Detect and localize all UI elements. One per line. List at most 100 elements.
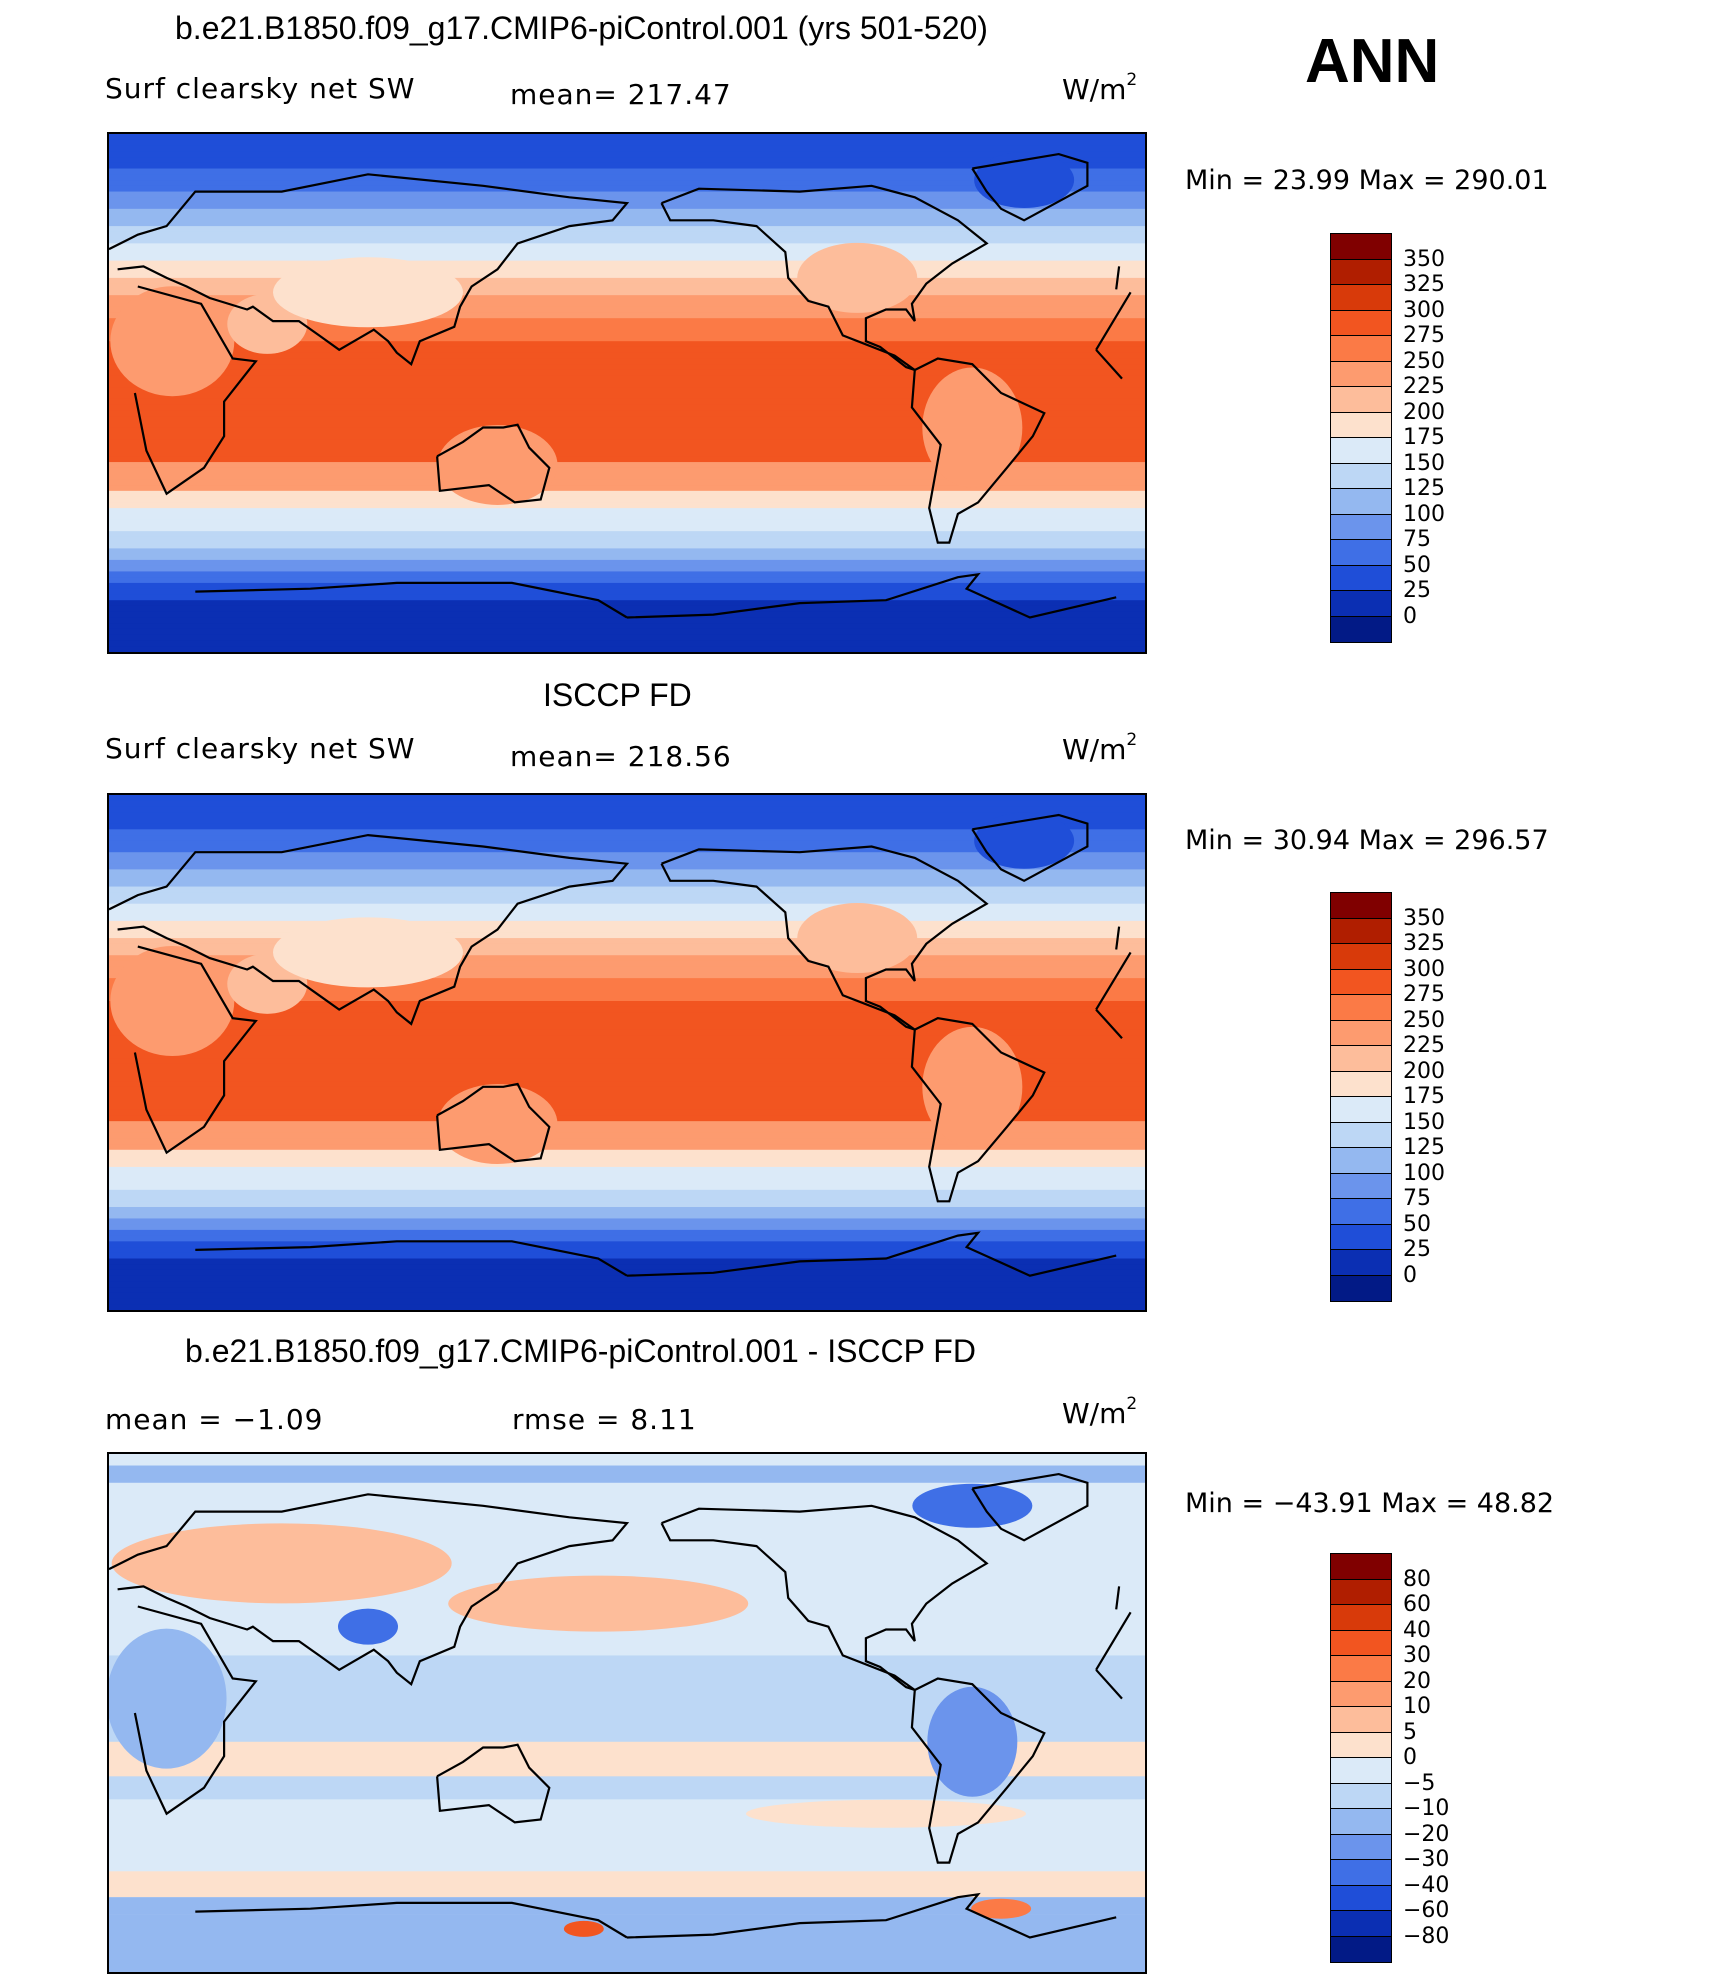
field-band <box>109 1258 1145 1265</box>
field-band <box>109 168 1145 175</box>
field-band <box>109 462 1145 469</box>
coastline <box>133 945 1132 1155</box>
colorbar-swatch <box>1331 336 1391 362</box>
field-band <box>109 1018 1145 1025</box>
field-band <box>109 404 1145 411</box>
field-band <box>109 249 1145 256</box>
coastline <box>109 173 1121 367</box>
coastline <box>660 1504 989 1692</box>
colorbar-swatch <box>1331 285 1391 311</box>
field-band <box>109 323 1145 331</box>
coastline <box>436 1743 551 1824</box>
field-band <box>109 542 1145 549</box>
field-band <box>109 972 1145 979</box>
panel1-map <box>107 132 1147 654</box>
field-band <box>109 829 1145 836</box>
field-band <box>109 915 1145 922</box>
field-band <box>109 892 1145 899</box>
field-band <box>109 611 1145 619</box>
coastline <box>660 184 989 372</box>
field-band <box>109 1195 1145 1202</box>
colorbar-tick-label: 25 <box>1403 578 1431 603</box>
field-band <box>109 1897 1145 1915</box>
colorbar-swatch <box>1331 1173 1391 1199</box>
field-patch <box>448 1575 749 1632</box>
field-band <box>109 605 1145 613</box>
field-band <box>109 1189 1145 1197</box>
field-band <box>109 628 1145 636</box>
panel3-colorbar <box>1330 1553 1392 1963</box>
field-band <box>109 920 1145 928</box>
field-patch <box>974 812 1075 869</box>
colorbar-tick-label: −10 <box>1403 1796 1450 1821</box>
coastline <box>195 1231 1117 1277</box>
colorbar-swatch <box>1331 234 1391 260</box>
colorbar-tick-label: 50 <box>1403 1211 1431 1237</box>
field-band <box>109 1207 1145 1214</box>
field-patch <box>927 1686 1018 1797</box>
field-band <box>109 335 1145 342</box>
coastline <box>971 1472 1089 1542</box>
panel2-variable-label: Surf clearsky net SW <box>105 732 416 765</box>
colorbar-tick-label: 100 <box>1403 1160 1445 1186</box>
coastline <box>910 1017 1046 1203</box>
field-band <box>109 341 1145 348</box>
field-band <box>109 1287 1145 1294</box>
field-band <box>109 932 1145 939</box>
field-band <box>109 318 1145 325</box>
field-band <box>109 800 1145 808</box>
field-patch <box>563 1920 604 1937</box>
colorbar-tick-label: 250 <box>1403 348 1445 374</box>
field-band <box>109 369 1145 377</box>
colorbar-tick-label: 325 <box>1403 272 1445 297</box>
field-band <box>109 237 1145 244</box>
colorbar-swatch <box>1331 616 1391 642</box>
field-band <box>109 898 1145 905</box>
field-band <box>109 903 1145 911</box>
colorbar-swatch <box>1331 310 1391 336</box>
coastline <box>436 423 551 504</box>
colorbar-tick-label: −80 <box>1403 1923 1450 1949</box>
panel2-field <box>109 795 1145 1310</box>
field-band <box>109 949 1145 956</box>
field-band <box>109 1138 1145 1145</box>
colorbar-tick-label: 100 <box>1403 501 1445 527</box>
field-band <box>109 352 1145 360</box>
field-band <box>109 1212 1145 1220</box>
field-band <box>109 1121 1145 1128</box>
field-band <box>109 1871 1145 1898</box>
field-band <box>109 1304 1145 1310</box>
colorbar-swatch <box>1331 1579 1391 1605</box>
colorbar-swatch <box>1331 565 1391 591</box>
colorbar-swatch <box>1331 463 1391 489</box>
field-band <box>109 151 1145 158</box>
field-band <box>109 220 1145 227</box>
field-band <box>109 1081 1145 1088</box>
field-band <box>109 955 1145 962</box>
colorbar-tick-label: 175 <box>1403 425 1445 450</box>
coastline <box>910 1677 1046 1864</box>
field-band <box>109 266 1145 273</box>
field-band <box>109 485 1145 492</box>
colorbar-tick-label: 325 <box>1403 931 1445 956</box>
colorbar-tick-label: 300 <box>1403 956 1445 982</box>
field-band <box>109 565 1145 573</box>
field-band <box>109 795 1145 802</box>
colorbar-tick-label: 150 <box>1403 1109 1445 1135</box>
colorbar-swatch <box>1331 1046 1391 1072</box>
field-band <box>109 467 1145 475</box>
panel2-colorbar <box>1330 892 1392 1302</box>
field-band <box>109 387 1145 394</box>
colorbar-swatch <box>1331 1834 1391 1860</box>
colorbar-tick-label: 350 <box>1403 246 1445 272</box>
field-band <box>109 375 1145 383</box>
field-band <box>109 306 1145 314</box>
colorbar-swatch <box>1331 1250 1391 1276</box>
panel3-mean-label: mean = −1.09 <box>105 1403 324 1436</box>
field-patch <box>746 1799 1026 1828</box>
field-band <box>109 416 1145 423</box>
field-band <box>109 364 1145 371</box>
field-band <box>109 840 1145 848</box>
field-band <box>109 857 1145 865</box>
colorbar-swatch <box>1331 1911 1391 1937</box>
